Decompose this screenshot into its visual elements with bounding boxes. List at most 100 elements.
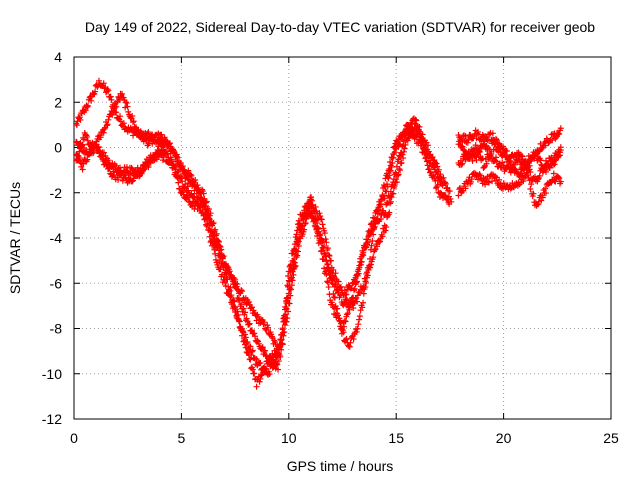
data-point xyxy=(286,278,293,285)
data-point xyxy=(290,271,297,278)
data-point xyxy=(288,267,295,274)
data-point xyxy=(370,254,377,261)
data-point xyxy=(474,145,481,152)
data-point xyxy=(383,224,390,231)
data-point xyxy=(201,203,208,210)
y-tick-label: -2 xyxy=(50,185,63,201)
data-point xyxy=(323,258,330,265)
data-point xyxy=(242,344,249,351)
data-point xyxy=(395,140,402,147)
data-point xyxy=(101,85,108,92)
y-tick-label: -10 xyxy=(42,366,62,382)
data-point xyxy=(235,311,242,318)
data-point xyxy=(261,348,268,355)
data-point xyxy=(224,275,231,282)
series-track-3 xyxy=(73,121,453,378)
data-point xyxy=(251,330,258,337)
data-point xyxy=(262,365,269,372)
data-point xyxy=(379,233,386,240)
data-point xyxy=(107,93,114,100)
data-point xyxy=(77,116,84,123)
data-point xyxy=(473,135,480,142)
data-point xyxy=(313,217,320,224)
data-point xyxy=(84,104,91,111)
data-point xyxy=(249,347,256,354)
data-point xyxy=(331,294,338,301)
data-point xyxy=(238,287,245,294)
data-point xyxy=(372,220,379,227)
data-point xyxy=(507,158,514,165)
data-point xyxy=(525,172,532,179)
data-point xyxy=(129,178,136,185)
data-point xyxy=(388,194,395,201)
data-point xyxy=(526,166,533,173)
data-point xyxy=(557,125,564,132)
data-point xyxy=(439,182,446,189)
data-point xyxy=(222,269,229,276)
data-point xyxy=(402,141,409,148)
data-point xyxy=(245,351,252,358)
data-point xyxy=(343,291,350,298)
data-point xyxy=(390,190,397,197)
data-point xyxy=(367,227,374,234)
data-point xyxy=(248,304,255,311)
data-point xyxy=(206,223,213,230)
data-point xyxy=(473,146,480,153)
data-point xyxy=(108,96,115,103)
data-point xyxy=(79,141,86,148)
data-point xyxy=(242,309,249,316)
data-point xyxy=(382,227,389,234)
data-point xyxy=(518,170,525,177)
data-point xyxy=(222,279,229,286)
data-point xyxy=(370,231,377,238)
data-point xyxy=(119,90,126,97)
data-point xyxy=(278,336,285,343)
data-point xyxy=(235,317,242,324)
data-point xyxy=(320,244,327,251)
data-point xyxy=(299,211,306,218)
data-point xyxy=(519,153,526,160)
data-point xyxy=(455,192,462,199)
data-point xyxy=(233,285,240,292)
data-point xyxy=(341,317,348,324)
data-point xyxy=(273,352,280,359)
data-point xyxy=(113,162,120,169)
data-point xyxy=(353,328,360,335)
y-tick-label: 0 xyxy=(54,140,62,156)
data-point xyxy=(248,348,255,355)
data-point xyxy=(238,301,245,308)
data-point xyxy=(537,157,544,164)
data-point xyxy=(335,312,342,319)
data-point xyxy=(146,139,153,146)
data-point xyxy=(500,180,507,187)
data-point xyxy=(252,333,259,340)
data-point xyxy=(413,140,420,147)
data-point xyxy=(362,284,369,291)
data-point xyxy=(245,298,252,305)
data-point xyxy=(413,127,420,134)
data-point xyxy=(335,289,342,296)
data-point xyxy=(379,192,386,199)
data-point xyxy=(78,142,85,149)
data-point xyxy=(459,160,466,167)
data-point xyxy=(228,273,235,280)
data-point xyxy=(337,292,344,299)
data-point xyxy=(428,155,435,162)
data-point xyxy=(275,366,282,373)
data-point xyxy=(284,294,291,301)
grid xyxy=(74,57,611,419)
data-point xyxy=(387,162,394,169)
data-point xyxy=(80,160,87,167)
data-point xyxy=(282,303,289,310)
data-point xyxy=(337,323,344,330)
data-point xyxy=(288,286,295,293)
data-point xyxy=(335,278,342,285)
data-point xyxy=(536,172,543,179)
data-point xyxy=(95,77,102,84)
data-point xyxy=(82,148,89,155)
data-point xyxy=(253,383,260,390)
data-point xyxy=(467,132,474,139)
data-point xyxy=(430,172,437,179)
y-tick-label: -12 xyxy=(42,411,62,427)
